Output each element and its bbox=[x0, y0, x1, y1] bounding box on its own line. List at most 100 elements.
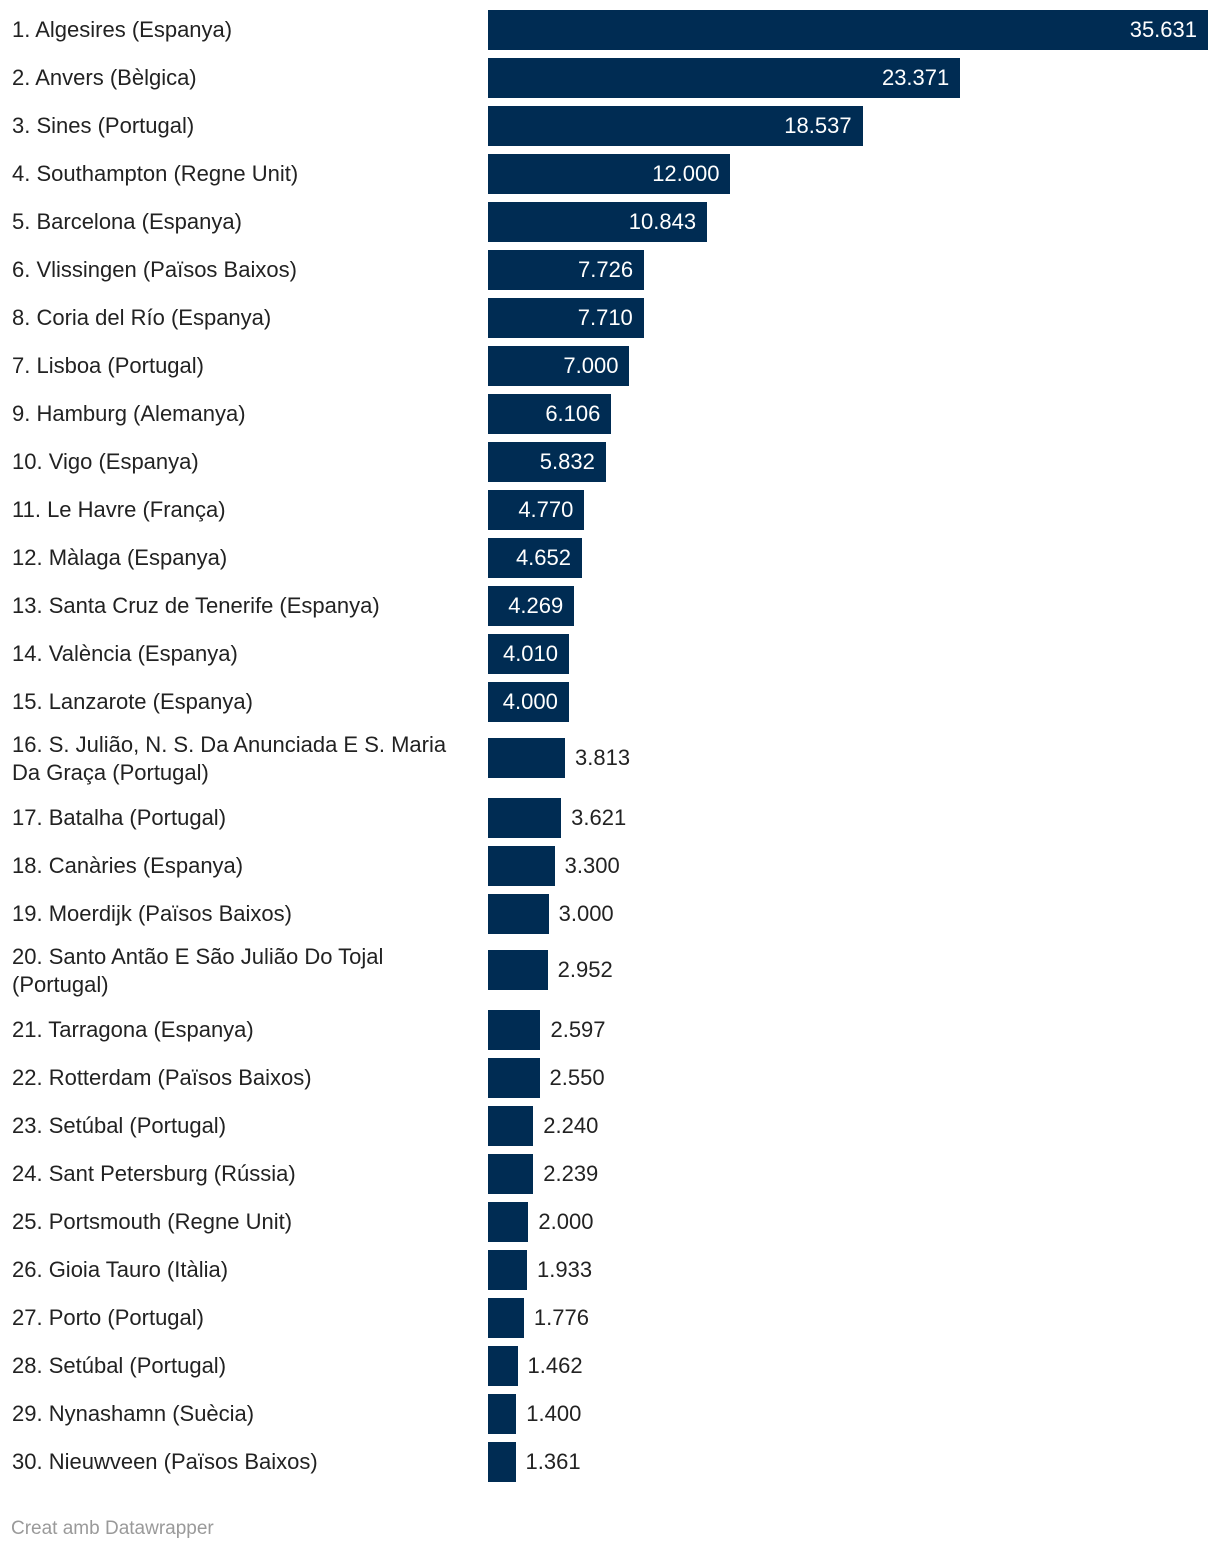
bar bbox=[488, 250, 645, 290]
bar-row: 21. Tarragona (Espanya) 2.597 bbox=[0, 1010, 1220, 1050]
value-label: 1.776 bbox=[533, 1305, 589, 1330]
bar-row: 3. Sines (Portugal) 18.537 bbox=[0, 106, 1220, 146]
category-label: 27. Porto (Portugal) bbox=[12, 1305, 204, 1330]
bar bbox=[488, 1010, 541, 1050]
category-label: 3. Sines (Portugal) bbox=[12, 113, 195, 138]
value-label: 3.813 bbox=[575, 745, 631, 770]
bar-row: 27. Porto (Portugal) 1.776 bbox=[0, 1298, 1220, 1338]
category-label: 2. Anvers (Bèlgica) bbox=[12, 65, 197, 90]
category-label: 7. Lisboa (Portugal) bbox=[12, 353, 204, 378]
bar bbox=[488, 738, 566, 778]
value-label: 4.269 bbox=[508, 593, 564, 618]
bar-row: 20. Santo Antão E São Julião Do Tojal (P… bbox=[0, 942, 1220, 1000]
bar-chart: 1. Algesires (Espanya) 35.631 2. Anvers (B… bbox=[0, 10, 1220, 1482]
bar-row: 22. Rotterdam (Països Baixos) 2.550 bbox=[0, 1058, 1220, 1098]
category-label: 21. Tarragona (Espanya) bbox=[12, 1017, 254, 1042]
category-label: 18. Canàries (Espanya) bbox=[12, 853, 244, 878]
bar bbox=[488, 846, 555, 886]
value-label: 3.300 bbox=[564, 853, 620, 878]
value-label: 7.710 bbox=[577, 305, 633, 330]
bar-row: 19. Moerdijk (Països Baixos) 3.000 bbox=[0, 894, 1220, 934]
category-label: 13. Santa Cruz de Tenerife (Espanya) bbox=[12, 593, 380, 618]
value-label: 6.106 bbox=[545, 401, 601, 426]
bar bbox=[488, 634, 570, 674]
value-label: 3.000 bbox=[558, 901, 614, 926]
category-label: 30. Nieuwveen (Països Baixos) bbox=[12, 1449, 318, 1474]
bar bbox=[488, 798, 562, 838]
value-label: 1.400 bbox=[526, 1401, 582, 1426]
bar bbox=[488, 442, 606, 482]
bar-row: 10. Vigo (Espanya) 5.832 bbox=[0, 442, 1220, 482]
bar-row: 4. Southampton (Regne Unit) 12.000 bbox=[0, 154, 1220, 194]
bar bbox=[488, 1298, 524, 1338]
value-label: 7.000 bbox=[563, 353, 619, 378]
value-label: 5.832 bbox=[539, 449, 595, 474]
bar-row: 13. Santa Cruz de Tenerife (Espanya) 4.26… bbox=[0, 586, 1220, 626]
bar-row: 29. Nynashamn (Suècia) 1.400 bbox=[0, 1394, 1220, 1434]
bar bbox=[488, 154, 731, 194]
bar bbox=[488, 58, 961, 98]
value-label: 23.371 bbox=[881, 65, 950, 90]
category-label: 17. Batalha (Portugal) bbox=[12, 805, 227, 830]
category-label: 6. Vlissingen (Països Baixos) bbox=[12, 257, 297, 282]
category-label: 26. Gioia Tauro (Itàlia) bbox=[12, 1257, 229, 1282]
bar bbox=[488, 490, 585, 530]
bar bbox=[488, 1442, 516, 1482]
bar-row: 8. Coria del Río (Espanya) 7.710 bbox=[0, 298, 1220, 338]
bar-row: 11. Le Havre (França) 4.770 bbox=[0, 490, 1220, 530]
bar-row: 16. S. Julião, N. S. Da Anunciada E S. M… bbox=[0, 730, 1220, 788]
category-label: 15. Lanzarote (Espanya) bbox=[12, 689, 253, 714]
bar-row: 1. Algesires (Espanya) 35.631 bbox=[0, 10, 1220, 50]
value-label: 2.550 bbox=[549, 1065, 605, 1090]
value-label: 2.952 bbox=[557, 957, 613, 982]
category-label: 28. Setúbal (Portugal) bbox=[12, 1353, 227, 1378]
category-label: 12. Màlaga (Espanya) bbox=[12, 545, 228, 570]
value-label: 7.726 bbox=[578, 257, 634, 282]
bar-row: 28. Setúbal (Portugal) 1.462 bbox=[0, 1346, 1220, 1386]
value-label: 1.933 bbox=[537, 1257, 593, 1282]
bar bbox=[488, 950, 548, 990]
category-label: 9. Hamburg (Alemanya) bbox=[12, 401, 246, 426]
value-label: 3.621 bbox=[571, 805, 627, 830]
category-label: 20. Santo Antão E São Julião Do Tojal (P… bbox=[12, 944, 384, 997]
bar bbox=[488, 10, 1208, 50]
value-label: 2.240 bbox=[543, 1113, 599, 1138]
bar bbox=[488, 538, 582, 578]
category-label: 29. Nynashamn (Suècia) bbox=[12, 1401, 255, 1426]
bar-row: 18. Canàries (Espanya) 3.300 bbox=[0, 846, 1220, 886]
bar-row: 15. Lanzarote (Espanya) 4.000 bbox=[0, 682, 1220, 722]
bar-row: 2. Anvers (Bèlgica) 23.371 bbox=[0, 58, 1220, 98]
category-label: 23. Setúbal (Portugal) bbox=[12, 1113, 227, 1138]
bar-row: 25. Portsmouth (Regne Unit) 2.000 bbox=[0, 1202, 1220, 1242]
value-label: 4.770 bbox=[518, 497, 574, 522]
category-label: 11. Le Havre (França) bbox=[12, 497, 226, 522]
category-label: 8. Coria del Río (Espanya) bbox=[12, 305, 272, 330]
bar bbox=[488, 1346, 518, 1386]
bar-row: 5. Barcelona (Espanya) 10.843 bbox=[0, 202, 1220, 242]
value-label: 4.652 bbox=[515, 545, 571, 570]
bar bbox=[488, 682, 569, 722]
bar-row: 14. València (Espanya) 4.010 bbox=[0, 634, 1220, 674]
value-label: 1.361 bbox=[525, 1449, 581, 1474]
value-label: 18.537 bbox=[784, 113, 852, 138]
category-label: 16. S. Julião, N. S. Da Anunciada E S. M… bbox=[12, 732, 447, 785]
bar bbox=[488, 894, 549, 934]
category-label: 5. Barcelona (Espanya) bbox=[12, 209, 242, 234]
bar-row: 17. Batalha (Portugal) 3.621 bbox=[0, 798, 1220, 838]
value-label: 4.010 bbox=[502, 641, 559, 666]
category-label: 1. Algesires (Espanya) bbox=[12, 17, 233, 42]
footer-credit: Creat amb Datawrapper bbox=[11, 1518, 214, 1539]
bar bbox=[488, 346, 630, 386]
bar bbox=[488, 1250, 528, 1290]
category-label: 25. Portsmouth (Regne Unit) bbox=[12, 1209, 293, 1234]
bar bbox=[488, 1154, 534, 1194]
bar-row: 7. Lisboa (Portugal) 7.000 bbox=[0, 346, 1220, 386]
bar-row: 30. Nieuwveen (Països Baixos) 1.361 bbox=[0, 1442, 1220, 1482]
value-label: 2.239 bbox=[543, 1161, 599, 1186]
bar bbox=[488, 1202, 529, 1242]
value-label: 2.597 bbox=[550, 1017, 606, 1042]
bar-row: 9. Hamburg (Alemanya) 6.106 bbox=[0, 394, 1220, 434]
bar-row: 6. Vlissingen (Països Baixos) 7.726 bbox=[0, 250, 1220, 290]
category-label: 22. Rotterdam (Països Baixos) bbox=[12, 1065, 312, 1090]
bar bbox=[488, 298, 644, 338]
